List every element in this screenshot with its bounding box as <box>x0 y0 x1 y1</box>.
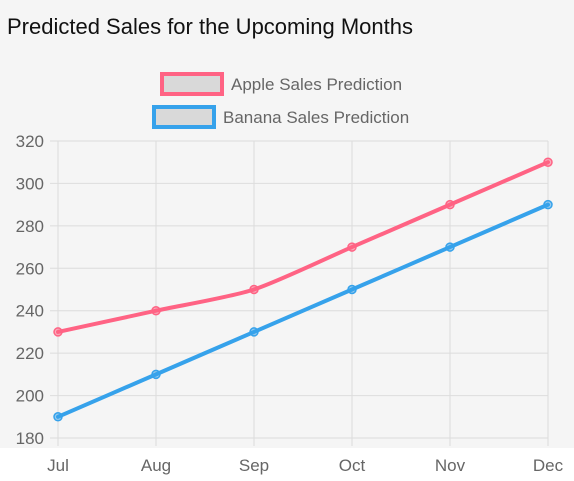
y-tick-label: 300 <box>16 174 44 193</box>
y-tick-label: 260 <box>16 259 44 278</box>
legend-swatch <box>152 105 216 129</box>
series-banana <box>53 199 553 422</box>
data-point <box>151 305 161 316</box>
x-tick-label: Jul <box>47 456 69 475</box>
data-point <box>543 199 553 210</box>
data-point <box>53 412 63 422</box>
data-point <box>543 157 553 167</box>
legend-item-banana: Banana Sales Prediction <box>152 105 409 129</box>
legend-label: Apple Sales Prediction <box>231 75 402 94</box>
data-point <box>445 242 455 252</box>
y-tick-label: 220 <box>16 344 44 363</box>
legend-swatch <box>160 72 224 96</box>
data-point <box>53 327 63 337</box>
chart-footer-band <box>0 448 574 481</box>
chart-grid <box>50 140 549 446</box>
x-tick-label: Nov <box>435 456 466 475</box>
y-tick-label: 320 <box>16 132 44 151</box>
page-title: Predicted Sales for the Upcoming Months <box>7 14 413 39</box>
series-apple <box>53 157 553 337</box>
y-tick-label: 280 <box>16 217 44 236</box>
x-tick-label: Dec <box>533 456 564 475</box>
legend-item-apple: Apple Sales Prediction <box>160 72 402 96</box>
data-point <box>347 242 357 252</box>
y-tick-label: 180 <box>16 429 44 448</box>
chart-legend: Apple Sales Prediction Banana Sales Predi… <box>152 72 409 129</box>
data-point <box>249 284 259 295</box>
data-point <box>249 327 259 337</box>
y-tick-label: 240 <box>16 302 44 321</box>
y-axis: 180 200 220 240 260 280 300 320 <box>16 132 44 448</box>
data-point <box>445 199 455 210</box>
x-tick-label: Sep <box>239 456 269 475</box>
y-tick-label: 200 <box>16 387 44 406</box>
series-line <box>56 202 550 419</box>
series-line <box>56 160 550 334</box>
legend-label: Banana Sales Prediction <box>223 108 409 127</box>
x-tick-label: Oct <box>339 456 366 475</box>
chart-series <box>53 157 553 422</box>
x-axis: Jul Aug Sep Oct Nov Dec <box>47 456 563 475</box>
x-tick-label: Aug <box>141 456 171 475</box>
data-point <box>347 284 357 295</box>
data-point <box>151 369 161 380</box>
